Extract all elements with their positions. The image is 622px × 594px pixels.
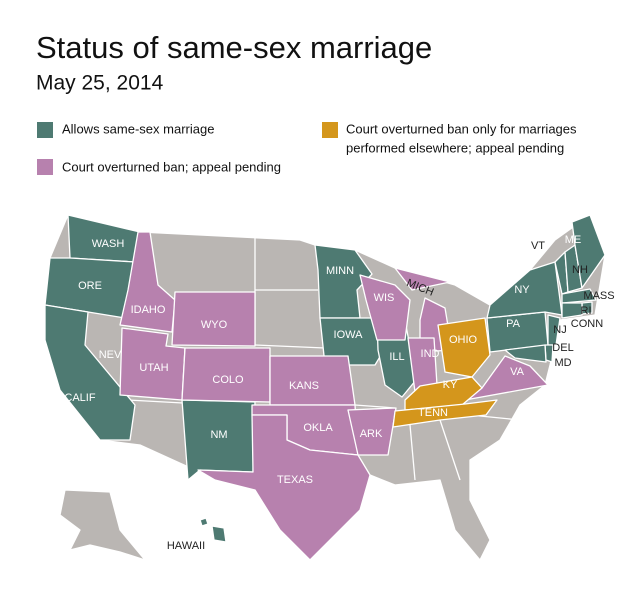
state-label: IND	[421, 348, 440, 360]
state-label: WASH	[92, 238, 125, 250]
state-label: VA	[510, 366, 525, 378]
state-label: OKLA	[303, 422, 333, 434]
legend-label: Court overturned ban only for marriages	[346, 121, 577, 136]
state-shape	[571, 214, 606, 289]
state-label: WIS	[374, 292, 395, 304]
state-label: NM	[210, 429, 227, 441]
state-label: ORE	[78, 280, 102, 292]
subtitle: May 25, 2014	[36, 72, 164, 95]
state-label: RI	[581, 305, 592, 317]
state-label: NH	[572, 264, 588, 276]
state-label: MINN	[326, 265, 354, 277]
state-label: NEV	[99, 349, 122, 361]
legend-swatch	[37, 159, 53, 175]
state-shape	[314, 244, 373, 319]
state-label: TEXAS	[277, 474, 313, 486]
state-label: IDAHO	[131, 304, 166, 316]
legend-swatch	[322, 122, 338, 138]
state-label: ILL	[389, 351, 404, 363]
state-label: PA	[506, 318, 521, 330]
state-shape	[437, 317, 491, 378]
state-shape	[504, 344, 547, 363]
map: WASH ORE CALIF NM MINN IOWA ILL PA NY VT…	[44, 214, 615, 561]
state-shape	[347, 407, 397, 456]
state-shape	[392, 399, 498, 428]
legend-label: Allows same-sex marriage	[62, 121, 214, 136]
state-label: VT	[531, 240, 545, 252]
state-label: NY	[514, 284, 530, 296]
state-shape	[547, 314, 561, 346]
title: Status of same-sex marriage	[36, 30, 432, 65]
state-shape	[199, 517, 209, 527]
state-label: OHIO	[449, 334, 478, 346]
state-label: CONN	[571, 318, 603, 330]
state-shape	[44, 304, 136, 441]
state-label: DEL	[552, 342, 573, 354]
legend-label: Court overturned ban; appeal pending	[62, 159, 281, 174]
state-shape	[394, 267, 451, 291]
state-shape	[197, 414, 371, 561]
state-label: MD	[554, 357, 571, 369]
legend-swatch	[37, 122, 53, 138]
state-label: COLO	[212, 374, 244, 386]
state-label: UTAH	[139, 362, 168, 374]
state-label: HAWAII	[167, 540, 205, 552]
state-label: ARK	[360, 428, 383, 440]
state-shape	[561, 302, 583, 319]
state-shape	[359, 274, 411, 341]
state-label: KANS	[289, 380, 319, 392]
legend: Allows same-sex marriage Court overturne…	[37, 121, 577, 175]
state-label: ME	[565, 234, 582, 246]
state-shape	[171, 291, 256, 347]
state-shape	[561, 288, 597, 304]
state-label: WYO	[201, 319, 228, 331]
state-label: TENN	[418, 407, 448, 419]
state-label: CALIF	[64, 392, 95, 404]
alaska	[59, 489, 146, 561]
state-label: NJ	[553, 324, 566, 336]
state-label: IOWA	[334, 329, 364, 341]
state-shape	[211, 525, 227, 543]
state-label: KY	[443, 379, 458, 391]
legend-label: performed elsewhere; appeal pending	[346, 140, 564, 155]
state-label: MASS	[583, 290, 614, 302]
